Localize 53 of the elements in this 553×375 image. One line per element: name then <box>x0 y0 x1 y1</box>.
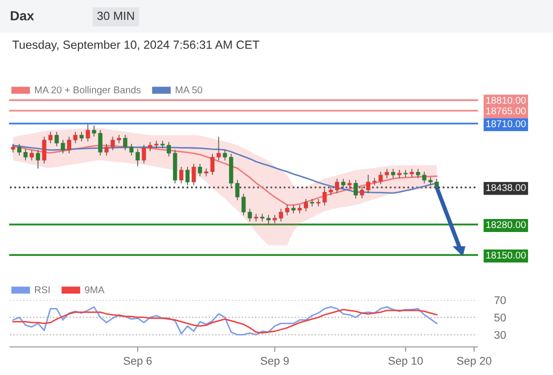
y-tick-label: 30 <box>494 330 506 339</box>
candlestick <box>316 198 320 206</box>
y-tick-label: 18150.00 <box>486 252 526 259</box>
candlestick <box>222 150 227 160</box>
candlestick <box>310 198 314 206</box>
candlestick <box>334 178 340 194</box>
chart-subtitle: 30 MIN <box>97 12 134 20</box>
candlestick <box>142 144 146 164</box>
y-tick-label: 18280.00 <box>486 221 526 228</box>
y-tick-label: 18438.00 <box>486 184 526 192</box>
candlestick <box>110 136 115 150</box>
candlestick <box>354 180 358 198</box>
legend-label: 9MA <box>84 286 104 294</box>
legend-label: RSI <box>35 286 50 294</box>
candlestick <box>179 166 184 184</box>
candlestick <box>36 150 40 169</box>
y-tick-label: 18710.00 <box>486 120 526 128</box>
y-tick-label: 18810.00 <box>486 96 526 104</box>
legend-label: MA 20 + Bollinger Bands <box>35 86 141 96</box>
x-tick-label: Sep 9 <box>260 356 289 367</box>
candlestick <box>254 214 258 222</box>
candlestick <box>198 164 202 176</box>
candlestick <box>104 144 109 156</box>
x-tick-label: Sep 6 <box>124 356 152 367</box>
candlestick <box>48 132 53 144</box>
candlestick <box>278 208 284 222</box>
candlestick <box>30 150 34 160</box>
candlestick <box>347 180 352 188</box>
candlestick <box>129 144 134 156</box>
candlestick <box>210 154 215 175</box>
candlestick <box>136 148 140 166</box>
candlestick <box>422 172 426 184</box>
y-tick-label: 70 <box>494 296 506 304</box>
candlestick <box>23 148 28 160</box>
candlestick <box>192 164 196 186</box>
candlestick <box>17 144 22 156</box>
text: Tuesday, September 10, 2024 7:56:31 AM CET <box>12 40 260 52</box>
candlestick <box>123 134 128 150</box>
chart-title: Dax <box>10 11 34 20</box>
x-tick-label: Sep 20 <box>457 356 492 367</box>
candlestick <box>42 136 46 164</box>
y-tick-label: 18765.00 <box>486 107 526 114</box>
candlestick <box>86 124 90 142</box>
candlestick <box>428 176 433 186</box>
candlestick <box>285 204 290 216</box>
candlestick <box>360 186 364 198</box>
y-tick-label: 50 <box>494 314 506 322</box>
candlestick <box>185 166 190 186</box>
candlestick <box>216 136 221 160</box>
x-tick-label: Sep 10 <box>388 356 423 367</box>
candlestick <box>266 214 271 224</box>
candlestick <box>404 170 408 178</box>
legend-label: MA 50 <box>176 86 202 94</box>
